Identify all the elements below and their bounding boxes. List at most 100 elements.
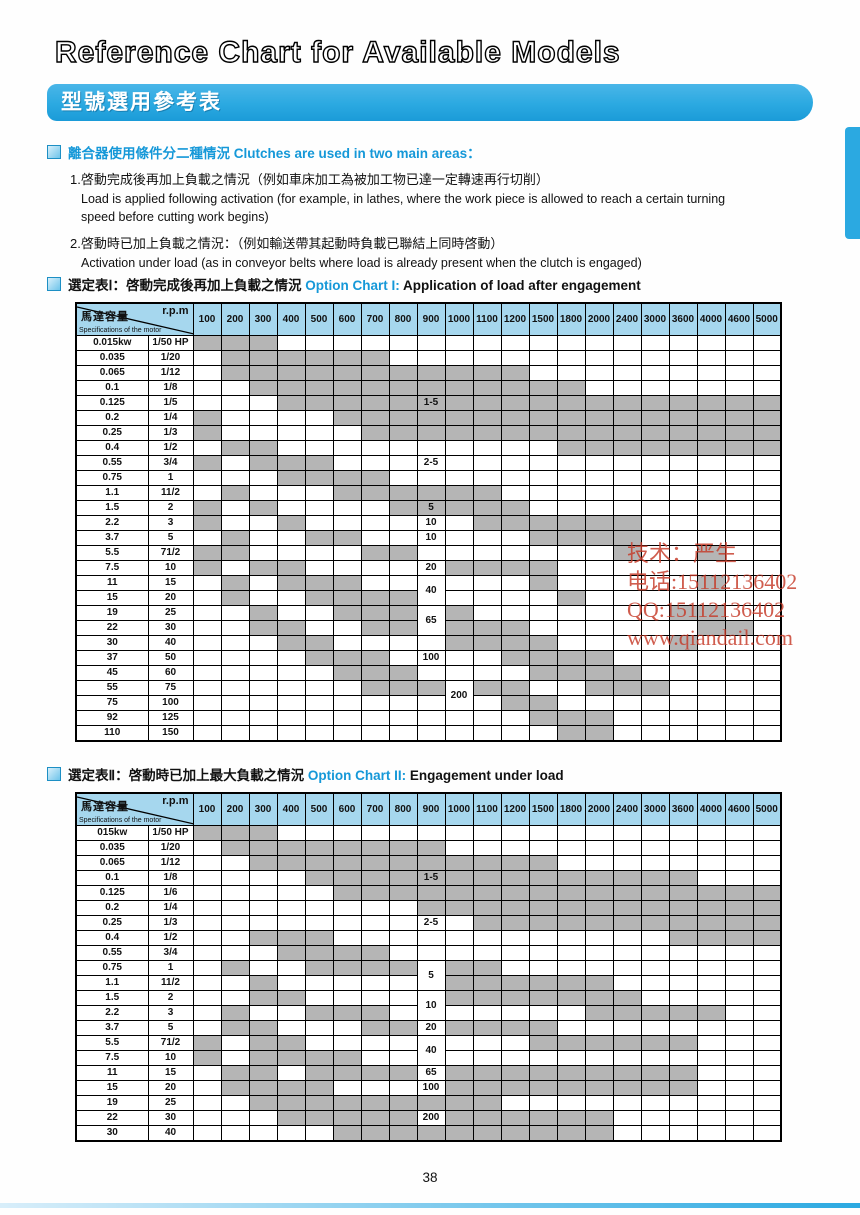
grid-cell: [696, 515, 726, 531]
model-capacity-label: 5: [416, 960, 446, 991]
rpm-column-header: 3000: [640, 792, 670, 826]
grid-cell: [612, 1050, 642, 1066]
grid-cell: [612, 590, 642, 606]
rpm-column-header: 600: [332, 302, 362, 336]
grid-cell: [276, 350, 306, 366]
hp-cell: 1/4: [147, 900, 194, 916]
grid-cell: [220, 990, 250, 1006]
grid-cell: [668, 1110, 698, 1126]
grid-cell: [192, 425, 222, 441]
grid-cell: [304, 1125, 334, 1142]
hp-cell: 10: [147, 1050, 194, 1066]
grid-cell: [668, 605, 698, 621]
grid-cell: [276, 870, 306, 886]
grid-cell: [640, 425, 670, 441]
grid-cell: [472, 1005, 502, 1021]
grid-cell: [248, 945, 278, 961]
kw-cell: 45: [75, 665, 149, 681]
grid-cell: [752, 945, 782, 961]
grid-cell: [332, 1080, 362, 1096]
grid-cell: [556, 1005, 586, 1021]
grid-cell: [724, 650, 754, 666]
grid-cell: [500, 1035, 530, 1051]
grid-cell: [332, 870, 362, 886]
grid-cell: [220, 365, 250, 381]
grid-cell: [696, 590, 726, 606]
grid-cell: [528, 990, 558, 1006]
page-number: 38: [422, 1170, 438, 1185]
kw-cell: 7.5: [75, 1050, 149, 1066]
grid-cell: [388, 1050, 418, 1066]
hp-cell: 20: [147, 1080, 194, 1096]
grid-cell: [360, 515, 390, 531]
grid-cell: [192, 1050, 222, 1066]
hp-cell: 1/2: [147, 930, 194, 946]
grid-cell: [332, 395, 362, 411]
hp-cell: 11/2: [147, 975, 194, 991]
grid-cell: [556, 840, 586, 856]
grid-cell: [220, 1050, 250, 1066]
grid-cell: [584, 840, 614, 856]
grid-cell: [528, 680, 558, 696]
grid-cell: [444, 575, 474, 591]
table-row: 0.55 3/4 2-5: [75, 455, 782, 471]
grid-cell: [640, 680, 670, 696]
grid-cell: [360, 395, 390, 411]
grid-cell: [248, 710, 278, 726]
grid-cell: [584, 545, 614, 561]
grid-cell: [696, 1050, 726, 1066]
grid-cell: [444, 990, 474, 1006]
grid-cell: [444, 1005, 474, 1021]
grid-cell: [360, 725, 390, 742]
grid-cell: [752, 1035, 782, 1051]
grid-cell: [668, 1125, 698, 1142]
grid-cell: [724, 930, 754, 946]
grid-cell: [584, 990, 614, 1006]
grid-cell: [248, 455, 278, 471]
kw-cell: 3.7: [75, 530, 149, 546]
grid-cell: [360, 545, 390, 561]
model-capacity-label: 2-5: [416, 915, 446, 931]
grid-cell: [360, 1095, 390, 1111]
grid-cell: [220, 915, 250, 931]
grid-cell: [584, 1020, 614, 1036]
grid-cell: [276, 945, 306, 961]
grid-cell: [276, 990, 306, 1006]
grid-cell: [472, 560, 502, 576]
grid-cell: [528, 500, 558, 516]
grid-cell: [220, 1020, 250, 1036]
grid-cell: [528, 410, 558, 426]
grid-cell: [444, 650, 474, 666]
rpm-column-header: 200: [220, 792, 250, 826]
table-row: 22 30 200: [75, 1110, 782, 1126]
grid-cell: [220, 575, 250, 591]
grid-cell: [612, 990, 642, 1006]
hp-cell: 30: [147, 1110, 194, 1126]
grid-cell: [640, 545, 670, 561]
hp-cell: 1/6: [147, 885, 194, 901]
grid-cell: [332, 1050, 362, 1066]
grid-cell: [528, 455, 558, 471]
grid-cell: [724, 855, 754, 871]
grid-cell: [388, 930, 418, 946]
grid-cell: [472, 380, 502, 396]
grid-cell: [360, 335, 390, 351]
table-row: 30 40: [75, 635, 782, 651]
grid-cell: [192, 410, 222, 426]
grid-cell: [500, 620, 530, 636]
grid-cell: [696, 840, 726, 856]
grid-cell: [444, 1110, 474, 1126]
grid-cell: [248, 1035, 278, 1051]
grid-cell: [528, 620, 558, 636]
grid-cell: [500, 1125, 530, 1142]
grid-cell: [500, 710, 530, 726]
grid-cell: [752, 900, 782, 916]
grid-cell: [304, 455, 334, 471]
grid-cell: [696, 620, 726, 636]
grid-cell: [528, 855, 558, 871]
grid-cell: [556, 635, 586, 651]
grid-cell: [696, 855, 726, 871]
grid-cell: [584, 650, 614, 666]
banner-label: 型號選用參考表: [61, 91, 222, 114]
grid-cell: [612, 870, 642, 886]
